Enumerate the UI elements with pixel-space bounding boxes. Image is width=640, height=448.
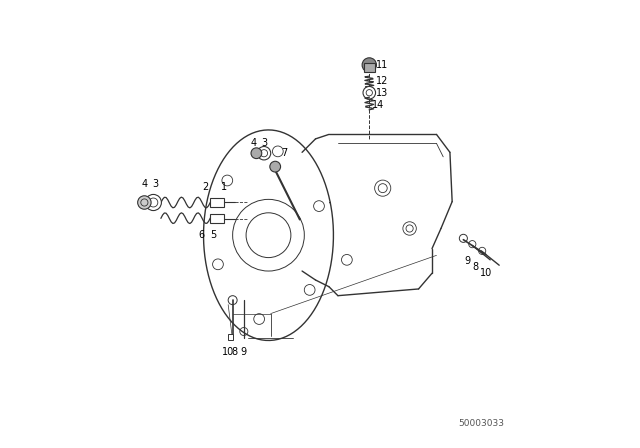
Text: 13: 13 [376, 88, 388, 98]
Text: 5: 5 [211, 230, 216, 240]
Text: 6: 6 [198, 230, 204, 240]
Circle shape [138, 196, 151, 209]
FancyBboxPatch shape [210, 198, 224, 207]
Text: 1: 1 [221, 182, 227, 192]
Text: 9: 9 [241, 347, 247, 357]
Circle shape [270, 161, 280, 172]
Text: 10: 10 [479, 268, 492, 278]
Circle shape [145, 194, 161, 211]
FancyBboxPatch shape [210, 214, 224, 223]
Text: 7: 7 [281, 148, 287, 158]
Text: 8: 8 [473, 262, 479, 271]
Circle shape [257, 146, 271, 160]
Text: 3: 3 [152, 179, 159, 189]
Circle shape [363, 86, 376, 99]
Text: 8: 8 [232, 347, 238, 357]
FancyBboxPatch shape [228, 334, 233, 340]
FancyBboxPatch shape [364, 63, 374, 72]
Text: 12: 12 [376, 76, 388, 86]
Text: 3: 3 [261, 138, 267, 148]
Text: 50003033: 50003033 [458, 419, 504, 428]
Text: 4: 4 [251, 138, 257, 148]
Text: 11: 11 [376, 60, 388, 70]
Text: 9: 9 [464, 256, 470, 266]
Text: 10: 10 [221, 347, 234, 357]
Text: 2: 2 [203, 182, 209, 192]
Circle shape [362, 58, 376, 72]
Circle shape [251, 148, 262, 159]
Text: 4: 4 [141, 179, 147, 189]
Text: 14: 14 [372, 100, 385, 110]
